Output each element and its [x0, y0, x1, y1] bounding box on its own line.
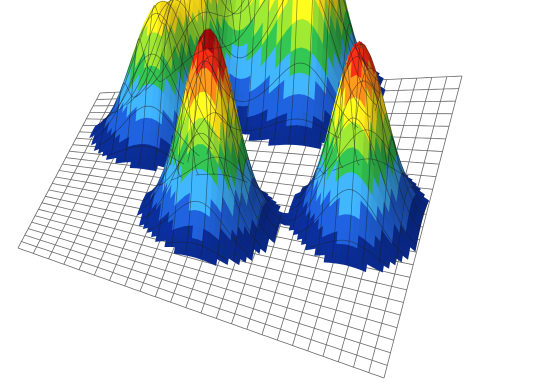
base-grid-row-line [17, 247, 385, 379]
surface-patch [395, 249, 403, 263]
surface-wire-line [274, 0, 313, 236]
surface-patch [239, 251, 247, 263]
base-grid-column-line [383, 75, 463, 379]
surface-wire-line [135, 0, 381, 98]
surface-patch [402, 247, 410, 260]
surface-patch [389, 252, 397, 266]
surface-wire-line [97, 0, 340, 139]
surface-patch [253, 241, 261, 255]
surface-wire-line [94, 12, 222, 141]
surface-wire-line [142, 28, 405, 255]
surface-wire-line [346, 41, 375, 266]
surface-patch [259, 242, 268, 254]
surface-wire-line [251, 0, 298, 254]
base-grid-row-line [24, 234, 391, 354]
surface-wire-line [108, 129, 421, 193]
surface-patch [409, 239, 417, 252]
base-grid-row-line [21, 241, 388, 366]
surface-wire-line [165, 241, 227, 261]
surface-wire-line [378, 137, 404, 265]
surface-wire-line [216, 0, 270, 259]
surface-patch [210, 255, 218, 266]
surface-patch [246, 249, 254, 261]
surface-wire-line [292, 0, 342, 228]
surface-wire-line [416, 206, 427, 245]
surface-wire-line [99, 105, 409, 179]
base-grid-row-line [31, 221, 398, 329]
surface-layers [89, 0, 429, 273]
surface-patch [360, 261, 368, 273]
surface-wire-line [147, 200, 249, 255]
surface-wire-line [195, 80, 427, 207]
surface-wire-line [331, 62, 383, 259]
surface-wire-line [317, 68, 372, 255]
base-grid-row-line [28, 228, 394, 341]
surface-wire-line [362, 75, 390, 266]
surface-wire-line [395, 184, 417, 262]
surface-wire-line [304, 22, 357, 241]
surface-wire-line [93, 53, 213, 149]
surface-wire-line [144, 0, 381, 91]
surface-wire-line [142, 132, 262, 247]
surface-wire-line [142, 60, 386, 265]
surface-patch [314, 139, 322, 150]
surface-wire-line [124, 38, 161, 162]
surface-patch [273, 0, 276, 4]
surface-patch [233, 254, 241, 266]
